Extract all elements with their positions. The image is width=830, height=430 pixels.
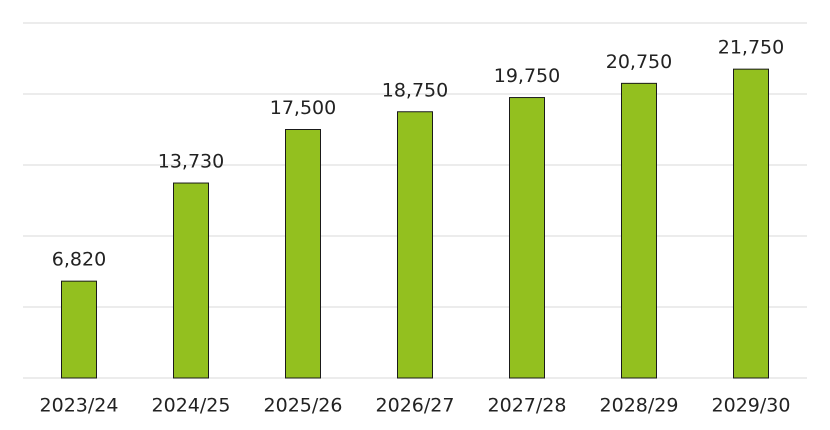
x-tick-label: 2028/29 (600, 395, 679, 417)
data-label: 17,500 (270, 97, 336, 119)
data-label: 20,750 (606, 51, 672, 73)
x-tick-label: 2027/28 (488, 395, 567, 417)
bar (61, 280, 97, 379)
data-label: 19,750 (494, 65, 560, 87)
data-label: 18,750 (382, 79, 448, 101)
x-tick-label: 2025/26 (264, 395, 343, 417)
bar (285, 129, 321, 379)
x-tick-label: 2029/30 (712, 395, 791, 417)
bar (173, 182, 209, 379)
bar (733, 68, 769, 379)
x-tick-label: 2023/24 (40, 395, 119, 417)
x-tick-label: 2026/27 (376, 395, 455, 417)
bar (509, 97, 545, 379)
data-label: 21,750 (718, 37, 784, 59)
x-tick-label: 2024/25 (152, 395, 231, 417)
data-label: 13,730 (158, 151, 224, 173)
bar (621, 82, 657, 379)
data-label: 6,820 (52, 249, 106, 271)
bar (397, 111, 433, 379)
